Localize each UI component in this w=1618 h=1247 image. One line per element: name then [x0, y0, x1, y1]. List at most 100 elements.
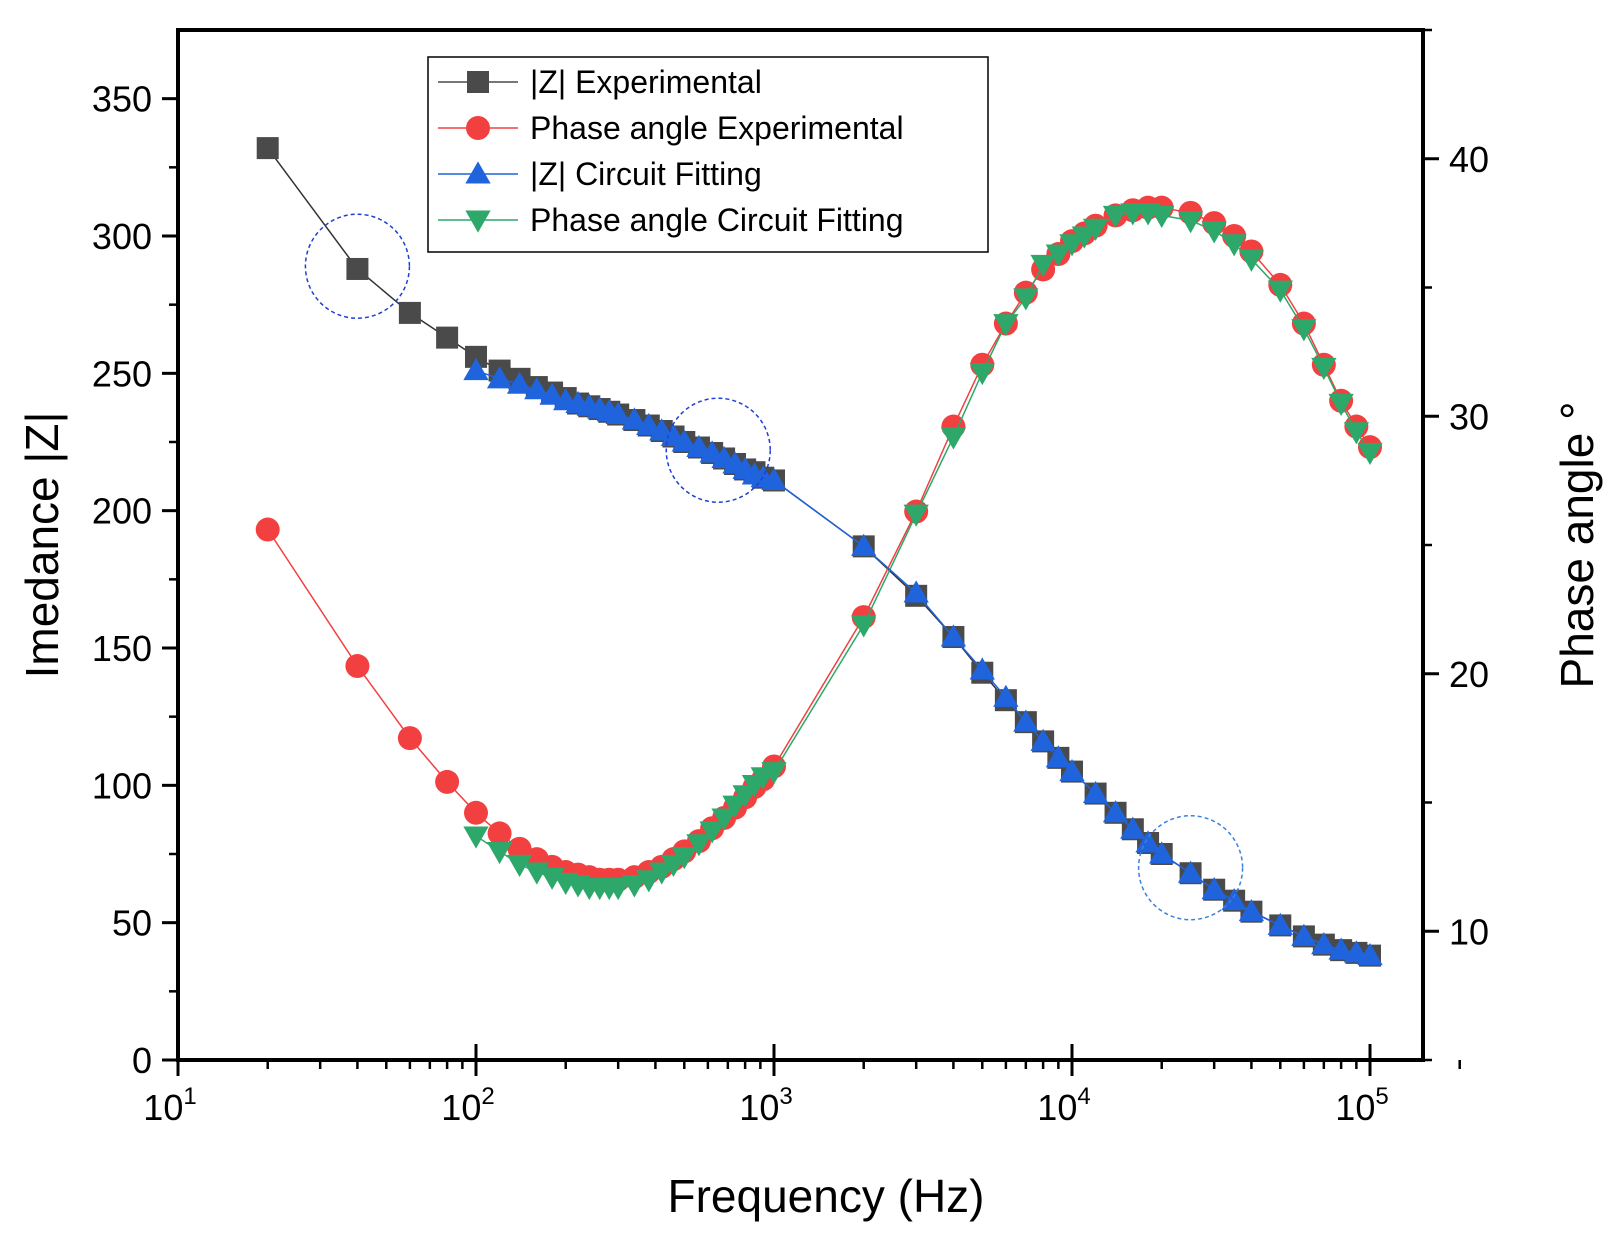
x-tick-label: 102 — [441, 1083, 494, 1128]
data-point — [686, 834, 712, 857]
series-line — [475, 212, 1371, 889]
legend-box — [427, 56, 989, 253]
data-point — [463, 826, 489, 849]
data-point — [761, 762, 787, 785]
data-point — [346, 257, 369, 280]
data-point — [969, 362, 995, 386]
y-left-tick-label: 50 — [112, 903, 152, 944]
data-point — [903, 504, 929, 527]
data-point — [486, 366, 513, 389]
data-point — [1149, 841, 1175, 864]
legend-entry: |Z| Circuit Fitting — [438, 156, 762, 192]
y-axis-title-right: Phase angle ° — [1551, 402, 1603, 689]
data-point — [464, 800, 488, 825]
data-point — [487, 821, 512, 846]
series-layer — [255, 137, 1383, 967]
data-point — [1102, 800, 1129, 823]
y-left-tick-label: 350 — [92, 79, 152, 120]
y-left-tick-label: 0 — [132, 1040, 152, 1081]
legend-entry: Phase angle Experimental — [438, 110, 904, 146]
series-3 — [463, 203, 1383, 901]
legend-marker — [465, 161, 491, 184]
data-point — [1328, 937, 1354, 960]
data-point — [605, 877, 631, 901]
x-axis-title: Frequency (Hz) — [668, 1170, 985, 1222]
data-point — [621, 875, 648, 898]
legend-marker — [467, 71, 489, 93]
y-right-tick-label: 30 — [1449, 396, 1489, 437]
data-point — [1013, 709, 1039, 732]
legend-label: |Z| Circuit Fitting — [530, 156, 762, 192]
y-left-tick-label: 100 — [92, 765, 152, 806]
data-point — [1177, 211, 1204, 234]
data-point — [539, 382, 565, 405]
data-point — [699, 821, 725, 844]
y-right-tick-label: 10 — [1449, 911, 1489, 952]
annotation-layer — [304, 213, 1244, 921]
legend: |Z| Experimental Phase angle Experimental… — [427, 56, 989, 253]
data-point — [1059, 758, 1085, 782]
data-point — [671, 429, 697, 452]
y-right-tick-label: 20 — [1449, 654, 1489, 695]
data-point — [621, 407, 648, 430]
data-point — [649, 862, 675, 885]
data-point — [761, 467, 787, 490]
legend-entry: |Z| Experimental — [438, 64, 762, 100]
data-point — [436, 326, 459, 349]
data-point — [605, 401, 631, 425]
data-point — [1291, 319, 1317, 342]
data-point — [1102, 205, 1129, 229]
data-point — [1082, 218, 1109, 241]
data-point — [1238, 249, 1265, 272]
legend-entry: Phase angle Circuit Fitting — [438, 202, 904, 238]
axis-labels: 101 102 103 104 105 0 50 100 150 200 250 300 350 10 20… — [92, 79, 1489, 1128]
data-point — [1291, 923, 1317, 946]
data-point — [1030, 254, 1056, 277]
data-point — [1045, 745, 1072, 768]
data-point — [1357, 942, 1383, 966]
y-left-tick-label: 300 — [92, 216, 152, 257]
data-point — [1357, 442, 1383, 465]
legend-marker — [465, 210, 491, 233]
plot-frame — [176, 28, 1425, 1062]
data-point — [1120, 816, 1146, 839]
x-tick-label: 103 — [739, 1083, 792, 1128]
x-tick-label: 105 — [1335, 1083, 1388, 1128]
data-point — [1311, 931, 1337, 955]
data-point — [1201, 221, 1227, 244]
y-left-tick-label: 150 — [92, 628, 152, 669]
data-point — [903, 580, 929, 603]
series-2 — [463, 357, 1383, 966]
data-point — [671, 847, 697, 870]
data-point — [1082, 780, 1109, 804]
x-tick-label: 101 — [143, 1083, 196, 1128]
y-left-tick-label: 250 — [92, 353, 152, 394]
series-1 — [255, 195, 1382, 892]
data-point — [722, 795, 748, 818]
data-point — [506, 854, 533, 877]
data-point — [397, 726, 422, 751]
data-point — [993, 314, 1019, 337]
data-point — [1013, 288, 1039, 311]
data-point — [1267, 280, 1293, 303]
annotation-circle — [665, 397, 771, 503]
data-point — [506, 371, 533, 394]
annotation-circle — [304, 213, 411, 319]
data-point — [398, 301, 421, 324]
data-point — [345, 654, 370, 679]
data-point — [1343, 422, 1370, 445]
data-point — [636, 412, 662, 436]
x-tick-label: 104 — [1037, 1083, 1090, 1128]
data-point — [1059, 234, 1085, 257]
series-line — [267, 147, 1371, 957]
annotation-circle — [1137, 814, 1244, 921]
y-axis-title-left: Imedance |Z| — [16, 412, 68, 679]
legend-label: |Z| Experimental — [530, 64, 762, 100]
data-point — [1149, 205, 1175, 229]
data-point — [940, 427, 967, 450]
legend-marker — [466, 116, 490, 140]
data-point — [1030, 728, 1056, 751]
data-point — [1045, 244, 1072, 267]
data-point — [1135, 830, 1161, 853]
